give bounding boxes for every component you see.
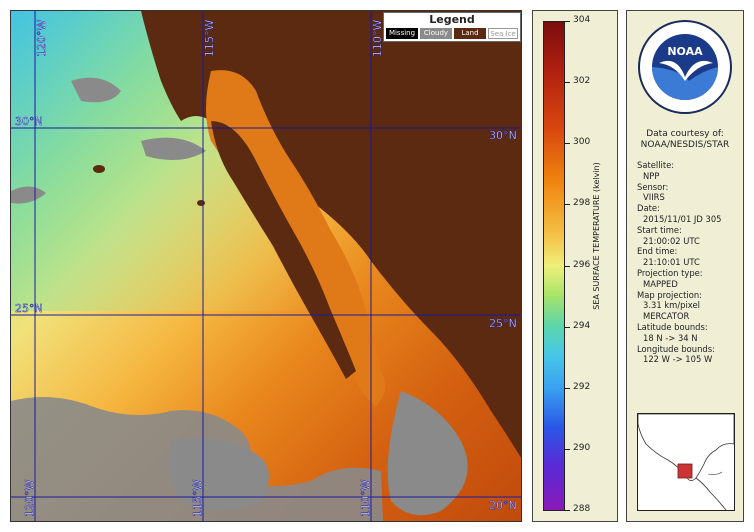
lon-labels-bottom: 120°W 115°W 110°W bbox=[23, 479, 373, 517]
lon-label-120w-top: 120°W bbox=[35, 20, 48, 57]
colorbar-tick bbox=[565, 82, 570, 84]
colorbar-tick-label: 298 bbox=[573, 198, 591, 209]
cloud-patches bbox=[11, 77, 468, 521]
island bbox=[93, 165, 105, 173]
colorbar-tick bbox=[565, 204, 570, 206]
colorbar-tick-label: 304 bbox=[573, 15, 591, 25]
colorbar-tick-label: 294 bbox=[573, 320, 591, 331]
map-legend: Legend Missing Cloudy Land Sea Ice bbox=[383, 12, 521, 42]
courtesy-block: Data courtesy of: NOAA/NESDIS/STAR bbox=[627, 129, 743, 151]
meta-label: Start time: bbox=[637, 224, 682, 235]
legend-chip-cloudy: Cloudy bbox=[420, 28, 452, 39]
colorbar-tick bbox=[565, 510, 570, 511]
meta-label: Projection type: bbox=[637, 267, 703, 278]
colorbar-tick-label: 296 bbox=[573, 259, 591, 270]
lon-label-115w-top: 115°W bbox=[203, 20, 216, 57]
colorbar-tick-label: 302 bbox=[573, 76, 591, 87]
meta-value-latitude-bounds: 18 N -> 34 N bbox=[643, 332, 698, 343]
meta-label: Map projection: bbox=[637, 289, 702, 300]
lon-label-120w-bottom: 120°W bbox=[23, 480, 36, 517]
meta-label: Sensor: bbox=[637, 181, 669, 192]
courtesy-value: NOAA/NESDIS/STAR bbox=[640, 140, 730, 150]
colorbar-tick-label: 288 bbox=[573, 504, 591, 514]
info-panel: NOAA Data courtesy of: NOAA/NESDIS/STAR … bbox=[626, 10, 744, 522]
inset-region-box bbox=[677, 463, 693, 479]
sst-map-image: 120°W 115°W 110°W 120°W 115°W 110°W 30°N… bbox=[11, 11, 521, 521]
colorbar-tick bbox=[565, 448, 570, 450]
colorbar-tick bbox=[565, 387, 570, 389]
meta-value-date: 2015/11/01 JD 305 bbox=[643, 213, 722, 224]
meta-label: Satellite: bbox=[637, 160, 675, 170]
colorbar-tick bbox=[565, 326, 570, 328]
meta-value-projection-type: MAPPED bbox=[643, 278, 678, 289]
legend-chip-missing: Missing bbox=[386, 28, 418, 39]
colorbar-title: SEA SURFACE TEMPERATURE (kelvin) bbox=[592, 162, 601, 310]
meta-value-sensor: VIIRS bbox=[643, 192, 665, 203]
legend-title: Legend bbox=[429, 13, 475, 26]
sst-map: 120°W 115°W 110°W 120°W 115°W 110°W 30°N… bbox=[10, 10, 522, 522]
meta-label: Date: bbox=[637, 203, 660, 214]
meta-value-projection-name: MERCATOR bbox=[643, 311, 690, 322]
courtesy-label: Data courtesy of: bbox=[646, 129, 724, 139]
noaa-logo: NOAA bbox=[638, 20, 732, 114]
legend-chip-land: Land bbox=[454, 28, 486, 39]
colorbar-tick bbox=[565, 143, 570, 145]
colorbar-tick bbox=[565, 265, 570, 267]
lat-label-25n-right: 25°N bbox=[489, 317, 517, 330]
lat-label-20n-right: 20°N bbox=[489, 499, 517, 512]
colorbar bbox=[543, 21, 565, 511]
metadata-list: Satellite: NPP Sensor: VIIRS Date: 2015/… bbox=[637, 160, 722, 365]
lat-labels: 30°N 30°N 25°N 25°N 20°N bbox=[15, 115, 517, 513]
lat-label-30n-right: 30°N bbox=[489, 129, 517, 142]
meta-label: End time: bbox=[637, 246, 678, 257]
colorbar-tick-label: 290 bbox=[573, 442, 591, 453]
lon-label-110w-bottom: 110°W bbox=[359, 480, 372, 517]
meta-value-map-projection: 3.31 km/pixel bbox=[643, 300, 700, 311]
colorbar-panel: 304 302 300 298 296 294 292 290 288 SEA SURFACE … bbox=[532, 10, 618, 522]
colorbar-tick-label: 300 bbox=[573, 137, 591, 148]
lon-labels-top: 120°W 115°W 110°W bbox=[35, 19, 385, 57]
meta-value-start-time: 21:00:02 UTC bbox=[643, 235, 700, 246]
meta-value-satellite: NPP bbox=[643, 170, 660, 181]
colorbar-tick-label: 292 bbox=[573, 381, 591, 392]
lat-label-25n-left: 25°N bbox=[15, 302, 43, 315]
island bbox=[197, 200, 205, 206]
colorbar-tick bbox=[565, 21, 570, 22]
graticule bbox=[11, 11, 521, 521]
noaa-logo-text: NOAA bbox=[667, 45, 703, 58]
lon-label-115w-bottom: 115°W bbox=[191, 480, 204, 517]
lat-label-30n-left: 30°N bbox=[15, 115, 43, 128]
lon-label-110w-top: 110°W bbox=[371, 20, 384, 57]
legend-chip-sea-ice: Sea Ice bbox=[488, 28, 518, 39]
meta-label: Longitude bounds: bbox=[637, 343, 715, 354]
locator-inset-map bbox=[637, 413, 735, 511]
meta-label: Latitude bounds: bbox=[637, 321, 708, 332]
meta-value-longitude-bounds: 122 W -> 105 W bbox=[643, 354, 713, 365]
meta-value-end-time: 21:10:01 UTC bbox=[643, 257, 700, 268]
